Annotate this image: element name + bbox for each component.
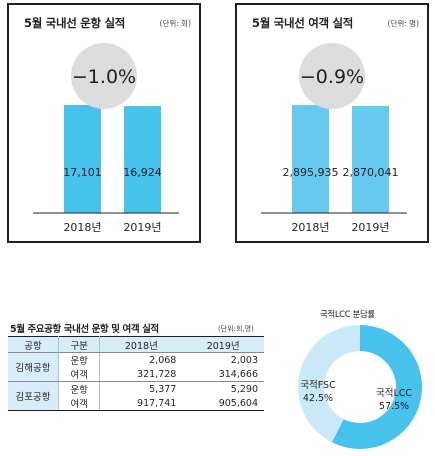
column-header-category: 구분	[58, 336, 101, 353]
column-header-2019: 2019년	[182, 336, 264, 353]
table-header-row: 공항 구분 2018년 2019년	[8, 336, 264, 353]
passengers-bar-chart: 2,895,935 2018년 2,870,041 2019년 −0.9%	[261, 43, 407, 234]
category-cell: 운항	[57, 352, 101, 367]
flights-bar-value-label: 16,924	[123, 166, 162, 179]
airport-cell: 김해공항	[8, 352, 59, 382]
donut-slice-fsc	[298, 325, 360, 443]
table-row: 김해공항 운항 2,068 2,003	[8, 352, 264, 382]
value-2018-cell: 917,741	[99, 396, 183, 411]
passengers-bar-value-label: 2,895,935	[283, 166, 339, 179]
value-2018-cell: 5,377	[149, 383, 177, 395]
passengers-panel: 5월 국내선 여객 실적 (단위: 명) 2,895,935 2018년 2,870…	[235, 3, 429, 243]
passengers-bar-value-label: 2,870,041	[343, 166, 399, 179]
value-2019-cell: 2,003	[230, 354, 258, 366]
value-2018-cell: 321,728	[99, 367, 183, 382]
passengers-category-label: 2018년	[291, 221, 329, 234]
value-2019-cell: 314,666	[182, 367, 264, 382]
table-row: 김포공항 운항 5,377 5,290	[8, 381, 264, 411]
flights-bar-value-label: 17,101	[63, 166, 102, 179]
flights-category-label: 2018년	[63, 221, 101, 234]
passengers-bar-2018년	[292, 105, 329, 213]
passengers-change-label: −0.9%	[300, 66, 364, 88]
table-row: 여객 917,741 905,604	[8, 396, 264, 411]
donut-slice-percent-label: 57.5%	[379, 401, 409, 412]
passengers-bar-2019년	[352, 105, 389, 213]
airport-table: 공항 구분 2018년 2019년 김해공항 운항 2,068 2,003 여객…	[8, 336, 264, 411]
flights-bar-2018년	[64, 105, 101, 213]
value-2019-cell: 905,604	[182, 396, 264, 411]
lcc-share-donut-chart: 국적LCC 57.5% 국적FSC 42.5%	[298, 325, 422, 449]
passengers-chart-title: 5월 국내선 여객 실적	[252, 16, 354, 30]
value-2018-cell: 2,068	[149, 354, 177, 366]
column-header-airport: 공항	[8, 336, 59, 353]
flights-bar-2019년	[124, 106, 161, 213]
flights-change-label: −1.0%	[72, 66, 136, 88]
column-header-2018: 2018년	[99, 336, 183, 353]
airport-table-title: 5월 주요공항 국내선 운항 및 여객 실적	[10, 324, 159, 335]
passengers-change-bubble	[299, 43, 365, 109]
passengers-category-label: 2019년	[351, 221, 389, 234]
donut-slice-name-label: 국적LCC	[376, 387, 412, 399]
value-2019-cell: 5,290	[230, 383, 258, 395]
donut-slice-name-label: 국적FSC	[300, 379, 336, 391]
category-cell: 여객	[57, 396, 101, 411]
donut-slice-lcc	[331, 325, 422, 449]
donut-chart-title: 국적LCC 분담률	[320, 310, 375, 320]
flights-panel: 5월 국내선 운항 실적 (단위: 회) 17,101 2018년 16,924 20…	[7, 3, 201, 243]
flights-category-label: 2019년	[123, 221, 161, 234]
table-row: 여객 321,728 314,666	[8, 367, 264, 382]
flights-bar-chart: 17,101 2018년 16,924 2019년 −1.0%	[33, 43, 179, 234]
airport-table-unit: (단위:회,명)	[218, 325, 254, 333]
flights-chart-title: 5월 국내선 운항 실적	[24, 16, 126, 30]
donut-slice-percent-label: 42.5%	[303, 393, 333, 404]
airport-cell: 김포공항	[8, 381, 59, 411]
passengers-chart-unit: (단위: 명)	[387, 19, 419, 28]
flights-change-bubble	[71, 43, 137, 109]
category-cell: 운항	[57, 381, 101, 396]
flights-chart-unit: (단위: 회)	[159, 19, 191, 28]
category-cell: 여객	[57, 367, 101, 382]
